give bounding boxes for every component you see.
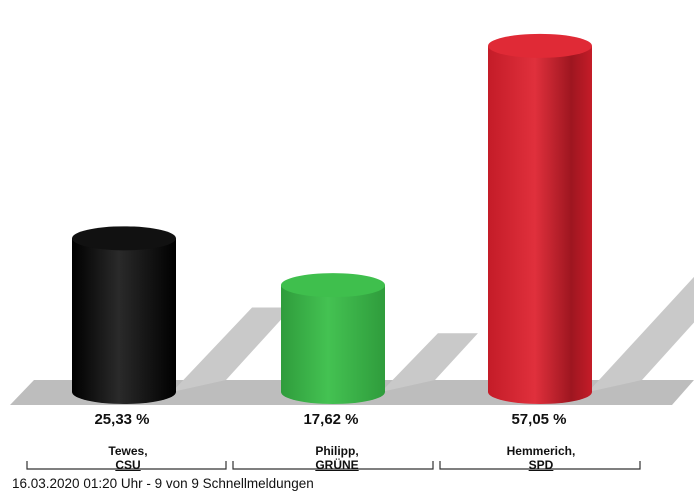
bar-hemmerich (488, 46, 592, 404)
bar-top-philipp (281, 273, 385, 297)
candidate-party-tewes: CSU (48, 458, 208, 472)
candidate-party-philipp: GRÜNE (257, 458, 417, 472)
value-label-tewes: 25,33 % (42, 411, 202, 428)
bar-shadow-hemmerich (588, 202, 694, 392)
category-label-tewes: Tewes, CSU (48, 444, 208, 472)
candidate-name-hemmerich: Hemmerich, (461, 444, 621, 458)
bars-group (72, 34, 592, 404)
bar-top-hemmerich (488, 34, 592, 58)
bar-philipp (281, 285, 385, 404)
candidate-party-hemmerich: SPD (461, 458, 621, 472)
candidate-name-tewes: Tewes, (48, 444, 208, 458)
footer-timestamp: 16.03.2020 01:20 Uhr - 9 von 9 Schnellme… (12, 476, 314, 491)
bar-shadow-tewes (172, 307, 292, 392)
value-label-philipp: 17,62 % (251, 411, 411, 428)
bar-shadows (172, 202, 694, 392)
bar-tewes (72, 238, 176, 404)
category-label-hemmerich: Hemmerich, SPD (461, 444, 621, 472)
value-label-hemmerich: 57,05 % (459, 411, 619, 428)
category-label-philipp: Philipp, GRÜNE (257, 444, 417, 472)
bar-top-tewes (72, 226, 176, 250)
candidate-name-philipp: Philipp, (257, 444, 417, 458)
